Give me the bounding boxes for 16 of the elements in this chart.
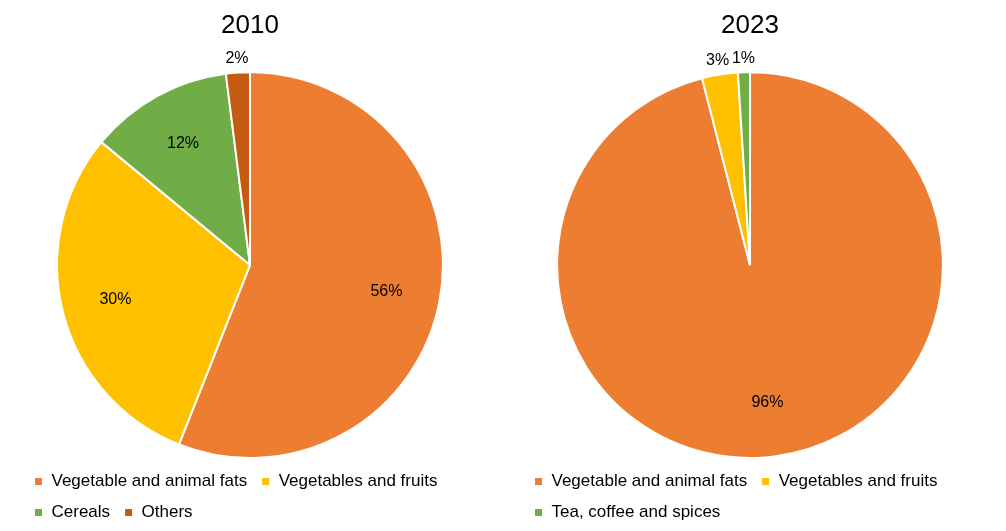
legend-label: Vegetable and animal fats [551, 471, 748, 491]
chart-title: 2023 [721, 8, 779, 39]
data-label: 12% [167, 133, 200, 151]
legend-label: Others [141, 502, 193, 522]
legend-label: Vegetables and fruits [278, 471, 438, 491]
legend-label: Vegetables and fruits [778, 471, 938, 491]
legend-label: Cereals [51, 502, 111, 522]
data-label: 96% [751, 393, 784, 411]
data-label: 30% [99, 290, 132, 308]
data-label: 56% [370, 281, 403, 299]
legend-label: Tea, coffee and spices [551, 502, 721, 522]
data-label: 1% [731, 48, 756, 66]
data-label: 2% [225, 49, 249, 67]
data-label: 3% [706, 51, 730, 69]
chart-title: 2010 [221, 8, 279, 39]
legend-label: Vegetable and animal fats [51, 471, 248, 491]
